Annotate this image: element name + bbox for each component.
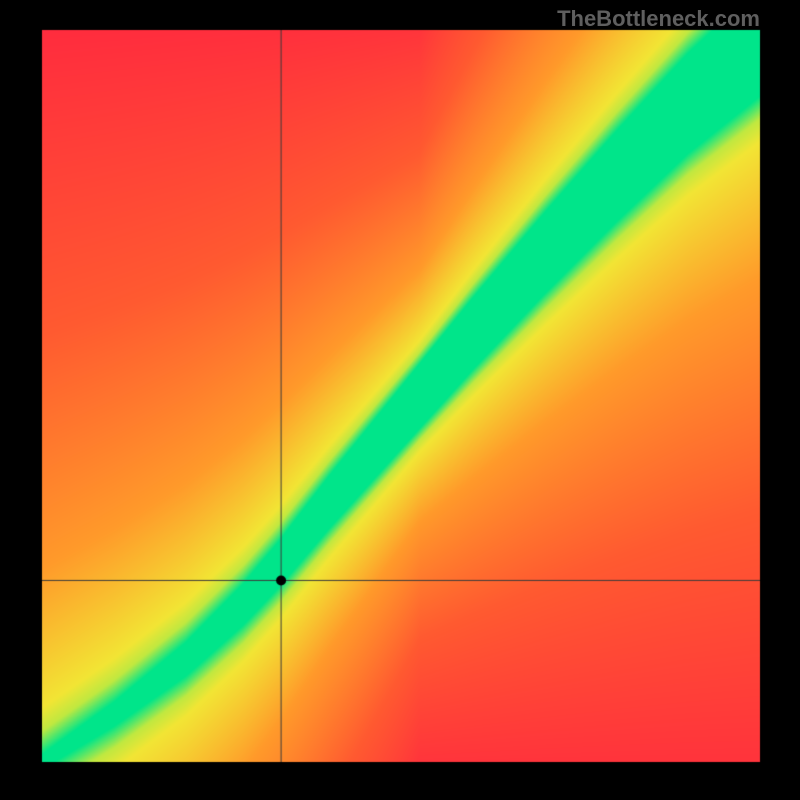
watermark-text: TheBottleneck.com — [557, 6, 760, 32]
bottleneck-heatmap — [0, 0, 800, 800]
chart-container: TheBottleneck.com — [0, 0, 800, 800]
